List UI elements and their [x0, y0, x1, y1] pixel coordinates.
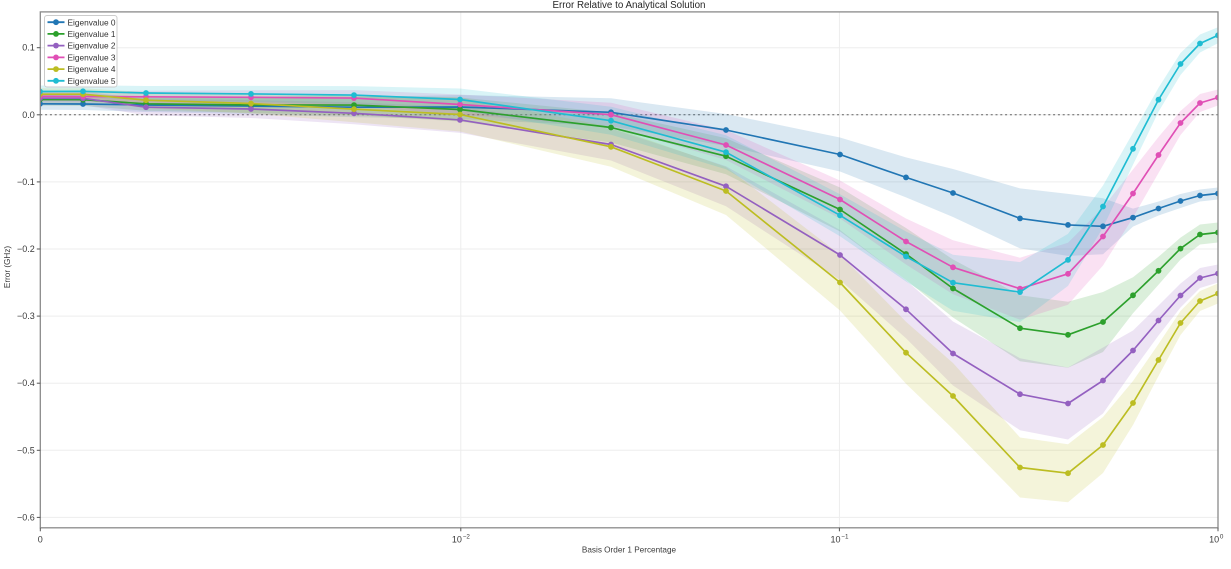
svg-text:Eigenvalue 5: Eigenvalue 5: [68, 76, 116, 86]
svg-text:−2: −2: [463, 534, 471, 541]
svg-text:−0.5: −0.5: [17, 445, 35, 455]
svg-text:10: 10: [452, 534, 462, 544]
svg-text:10: 10: [1209, 534, 1219, 544]
svg-text:10: 10: [830, 534, 840, 544]
svg-text:0: 0: [1220, 534, 1224, 541]
svg-text:Error Relative to Analytical S: Error Relative to Analytical Solution: [552, 0, 705, 11]
svg-text:Eigenvalue 2: Eigenvalue 2: [68, 41, 116, 51]
svg-text:−1: −1: [841, 534, 849, 541]
svg-text:−0.4: −0.4: [17, 378, 35, 388]
svg-text:−0.1: −0.1: [17, 177, 35, 187]
svg-text:−0.3: −0.3: [17, 311, 35, 321]
svg-text:Basis Order 1 Percentage: Basis Order 1 Percentage: [582, 545, 677, 554]
svg-text:−0.2: −0.2: [17, 244, 35, 254]
svg-text:Eigenvalue 4: Eigenvalue 4: [68, 64, 116, 74]
svg-text:Eigenvalue 0: Eigenvalue 0: [68, 17, 116, 27]
svg-text:0: 0: [38, 534, 43, 544]
svg-text:0.0: 0.0: [22, 110, 35, 120]
svg-text:Error (GHz): Error (GHz): [3, 246, 12, 289]
svg-text:Eigenvalue 3: Eigenvalue 3: [68, 53, 116, 63]
svg-text:Eigenvalue 1: Eigenvalue 1: [68, 29, 116, 39]
svg-text:−0.6: −0.6: [17, 512, 35, 522]
svg-text:0.1: 0.1: [22, 43, 35, 53]
